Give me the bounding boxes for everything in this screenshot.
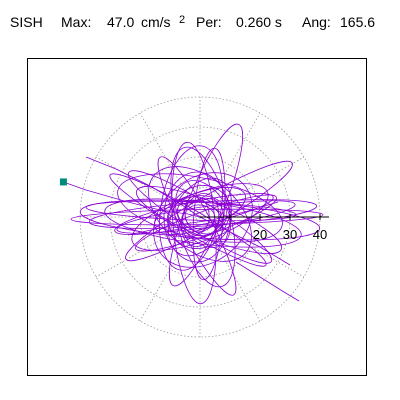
orbit-13 bbox=[159, 145, 223, 271]
trace-segment-1 bbox=[85, 156, 291, 266]
grid-spoke-210 bbox=[95, 216, 201, 278]
trace-layer bbox=[60, 123, 324, 305]
angle-value: 165.6 bbox=[340, 14, 376, 30]
max-unit: cm/s bbox=[141, 14, 171, 30]
orbit-27 bbox=[182, 197, 224, 237]
orbit-7 bbox=[114, 193, 274, 235]
max-label: Max: bbox=[61, 14, 92, 30]
grid-spoke-300 bbox=[199, 216, 261, 322]
plot-frame: 20 30 40 bbox=[27, 58, 367, 376]
peak-marker bbox=[59, 178, 67, 186]
station-code: SISH bbox=[10, 14, 43, 30]
orbit-23 bbox=[175, 180, 231, 248]
max-unit-exponent: 2 bbox=[179, 14, 186, 26]
grid-spoke-240 bbox=[139, 216, 201, 322]
orbit-21 bbox=[109, 173, 267, 267]
axis-label-40: 40 bbox=[313, 227, 327, 242]
grid-spoke-30 bbox=[199, 156, 305, 218]
axis-layer: 20 30 40 bbox=[200, 214, 329, 242]
axis-label-30: 30 bbox=[283, 227, 297, 242]
trace-segment-2 bbox=[127, 201, 279, 236]
orbit-17 bbox=[153, 172, 253, 268]
particle-motion-plot: 20 30 40 bbox=[59, 96, 329, 338]
orbit-19 bbox=[135, 194, 277, 252]
orbit-32 bbox=[168, 185, 232, 249]
orbit-30 bbox=[154, 187, 246, 235]
period-value: 0.260 s bbox=[236, 14, 282, 30]
title-bar: SISH Max: 47.0 cm/s 2 Per: 0.260 s Ang: … bbox=[0, 14, 400, 36]
marker-layer bbox=[59, 178, 67, 186]
orbit-0 bbox=[70, 208, 324, 226]
orbit-11 bbox=[170, 146, 236, 288]
grid-spoke-120 bbox=[139, 112, 201, 218]
axis-label-20: 20 bbox=[253, 227, 267, 242]
grid-spoke-60 bbox=[199, 112, 261, 218]
grid-spoke-150 bbox=[95, 156, 201, 218]
trace-segment-0 bbox=[60, 180, 201, 218]
angle-label: Ang: bbox=[302, 14, 331, 30]
max-value: 47.0 bbox=[107, 14, 135, 30]
period-label: Per: bbox=[196, 14, 222, 30]
trace-segment-3 bbox=[235, 261, 300, 302]
orbit-25 bbox=[180, 193, 220, 247]
